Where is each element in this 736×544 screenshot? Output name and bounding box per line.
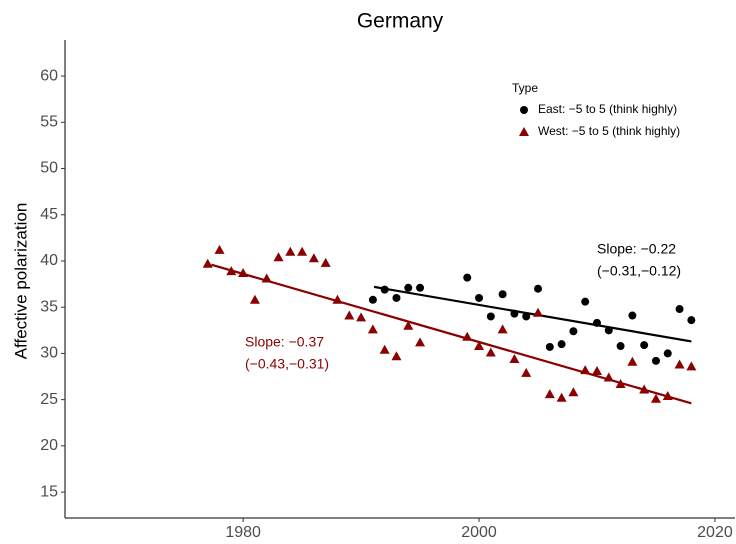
fit-line	[210, 263, 692, 405]
point	[285, 246, 296, 256]
chart-title: Germany	[357, 10, 444, 33]
point	[663, 349, 672, 358]
point	[308, 253, 319, 263]
annotation: (−0.43,−0.31)	[245, 356, 329, 372]
point	[392, 293, 401, 302]
point	[534, 284, 543, 293]
legend-marker	[520, 106, 528, 114]
point	[404, 283, 413, 292]
point	[403, 320, 414, 330]
y-tick-label: 45	[40, 206, 58, 223]
point	[687, 316, 696, 325]
point	[640, 341, 649, 350]
point	[616, 342, 625, 351]
y-tick-label: 25	[40, 391, 58, 408]
x-tick-label: 2000	[461, 524, 497, 541]
point	[391, 351, 402, 361]
point	[475, 293, 484, 302]
point	[249, 294, 260, 304]
point	[416, 283, 425, 292]
fit-line	[373, 285, 692, 343]
point	[556, 392, 567, 402]
point	[498, 290, 507, 299]
y-tick-label: 35	[40, 298, 58, 315]
legend-label: East: −5 to 5 (think highly)	[538, 102, 677, 116]
y-tick-label: 55	[40, 114, 58, 131]
annotation: Slope: −0.37	[245, 334, 324, 350]
point	[509, 353, 520, 363]
x-tick-label: 1980	[225, 524, 261, 541]
legend-marker	[519, 127, 529, 136]
y-tick-label: 50	[40, 160, 58, 177]
point	[273, 252, 284, 262]
point	[463, 273, 472, 282]
point	[627, 356, 638, 366]
y-tick-label: 30	[40, 345, 58, 362]
point	[674, 359, 685, 369]
y-tick-label: 15	[40, 483, 58, 500]
point	[591, 365, 602, 375]
point	[415, 337, 426, 347]
point	[675, 305, 684, 314]
point	[497, 324, 508, 334]
annotation: (−0.31,−0.12)	[597, 263, 681, 279]
point	[297, 246, 308, 256]
y-axis-label: Affective polarization	[11, 203, 30, 360]
legend-label: West: −5 to 5 (think highly)	[538, 124, 680, 138]
annotation: Slope: −0.22	[597, 241, 676, 257]
point	[651, 356, 660, 365]
point	[545, 342, 554, 351]
point	[320, 257, 331, 267]
point	[533, 307, 544, 317]
point	[568, 387, 579, 397]
point	[686, 361, 697, 371]
legend-title: Type	[512, 81, 538, 95]
point	[474, 341, 485, 351]
y-tick-label: 40	[40, 252, 58, 269]
point	[557, 340, 566, 349]
point	[214, 244, 225, 254]
point	[485, 347, 496, 357]
point	[202, 258, 213, 268]
point	[344, 310, 355, 320]
point	[544, 389, 555, 399]
point	[581, 297, 590, 306]
point	[650, 393, 661, 403]
point	[368, 295, 377, 304]
point	[569, 327, 578, 336]
point	[379, 344, 390, 354]
point	[367, 324, 378, 334]
point	[521, 367, 532, 377]
point	[628, 311, 637, 320]
x-tick-label: 2020	[697, 524, 733, 541]
y-tick-label: 60	[40, 67, 58, 84]
point	[356, 312, 367, 322]
point	[486, 312, 495, 321]
y-tick-label: 20	[40, 437, 58, 454]
